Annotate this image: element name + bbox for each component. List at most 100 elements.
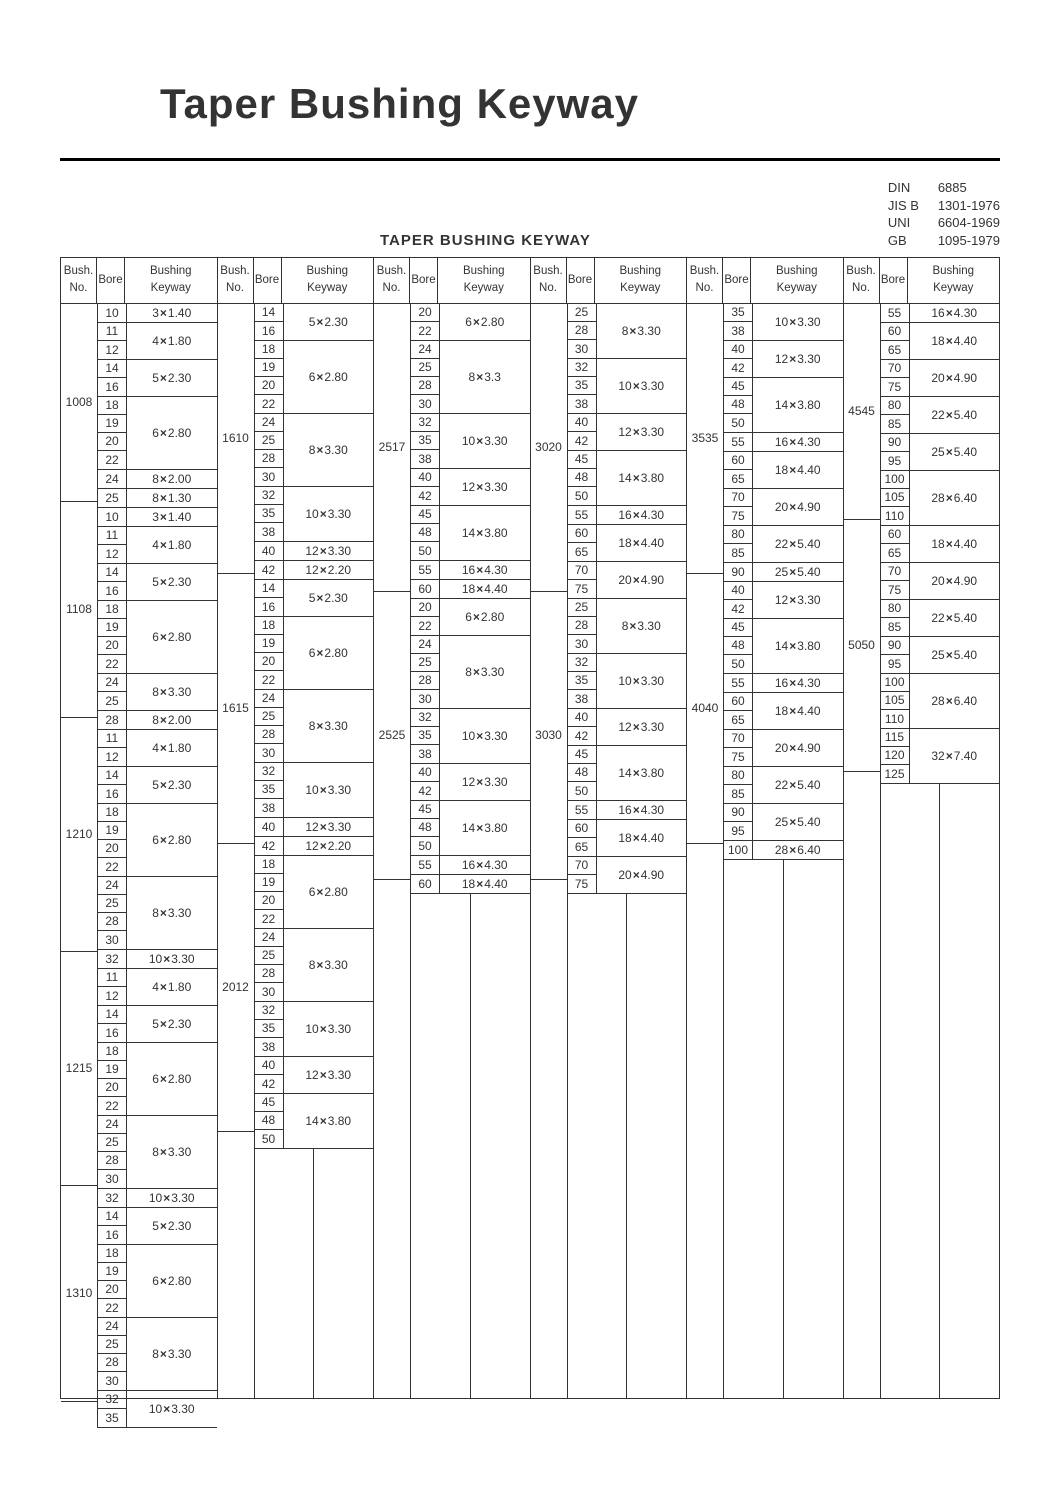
keyway-cell: 10×3.30 [440, 414, 530, 468]
bore-cell: 28 [255, 450, 283, 468]
filler [255, 1149, 374, 1399]
bore-cell: 45 [724, 619, 752, 637]
keyway-group: 10010511028×6.40 [881, 674, 1000, 729]
keyway-cell: 12×3.30 [753, 341, 843, 377]
bore-cell: 80 [881, 600, 909, 618]
bore-cell: 55 [568, 801, 596, 819]
keyway-cell: 8×3.30 [284, 690, 374, 762]
bore-keyway-column: 353810×3.30404212×3.3045485014×3.805516×… [724, 304, 843, 1399]
bore-cell: 65 [568, 838, 596, 856]
keyway-cell: 12×3.30 [753, 582, 843, 618]
column-header: Bush.No.BoreBushingKeyway [531, 258, 687, 304]
bore-cell: 16 [98, 1226, 126, 1244]
table-column: Bush.No.BoreBushingKeyway161016152012141… [218, 258, 375, 1398]
bore-cell: 42 [411, 782, 439, 800]
bush-no-cell: 2012 [218, 844, 254, 1132]
keyway-group: 242528308×3.30 [255, 690, 374, 763]
keyway-cell: 5×2.30 [127, 1208, 217, 1244]
keyway-group: 11124×1.80 [98, 527, 217, 564]
bore-cell: 35 [255, 781, 283, 799]
bore-cell: 50 [724, 414, 752, 432]
keyway-cell: 6×2.80 [284, 341, 374, 413]
filler [411, 894, 530, 1399]
bore-cell: 65 [881, 341, 909, 359]
keyway-cell: 12×3.30 [597, 414, 687, 450]
keyway-cell: 18×4.40 [440, 580, 530, 598]
column-header: Bush.No.BoreBushingKeyway [61, 258, 217, 304]
keyway-group: 5516×4.30 [568, 801, 687, 820]
keyway-group: 10010511028×6.40 [881, 471, 1000, 526]
bore-cell: 14 [98, 1006, 126, 1024]
bore-cell: 10 [98, 508, 126, 526]
keyway-group: 248×2.00 [98, 470, 217, 489]
bore-cell: 35 [255, 1020, 283, 1038]
filler [687, 844, 723, 1399]
bore-cell: 50 [568, 782, 596, 800]
bore-cell: 30 [98, 931, 126, 949]
bore-cell: 24 [411, 636, 439, 654]
bore-cell: 32 [98, 1391, 126, 1409]
keyway-cell: 5×2.30 [284, 304, 374, 340]
bore-cell: 18 [98, 601, 126, 619]
keyway-cell: 10×3.30 [284, 1002, 374, 1056]
bore-cell: 48 [411, 819, 439, 837]
bush-no-cell: 3020 [531, 304, 567, 592]
keyway-group: 45485014×3.80 [568, 746, 687, 801]
filler [374, 880, 410, 1399]
bore-cell: 70 [724, 489, 752, 507]
keyway-group: 707520×4.90 [568, 562, 687, 599]
bore-cell: 20 [255, 377, 283, 395]
bore-cell: 65 [724, 470, 752, 488]
keyway-cell: 22×5.40 [753, 526, 843, 562]
bore-cell: 60 [411, 580, 439, 598]
bush-no-cell: 1310 [61, 1186, 97, 1402]
bore-cell: 30 [411, 690, 439, 708]
bore-cell: 19 [98, 822, 126, 840]
bore-cell: 20 [255, 892, 283, 910]
keyway-cell: 16×4.30 [753, 674, 843, 692]
keyway-group: 14165×2.30 [98, 1006, 217, 1043]
bore-cell: 105 [881, 489, 909, 507]
keyway-cell: 6×2.80 [127, 804, 217, 876]
bore-cell: 70 [568, 562, 596, 580]
bore-cell: 38 [255, 523, 283, 541]
keyway-group: 32353810×3.30 [568, 359, 687, 414]
keyway-cell: 8×3.30 [127, 674, 217, 710]
bore-cell: 48 [724, 396, 752, 414]
bore-cell: 18 [255, 617, 283, 635]
bore-cell: 48 [724, 637, 752, 655]
bore-cell: 38 [568, 395, 596, 413]
column-header: Bush.No.BoreBushingKeyway [374, 258, 530, 304]
keyway-group: 103×1.40 [98, 304, 217, 323]
standard-row: JIS B1301-1976 [888, 197, 1000, 215]
bore-cell: 14 [98, 1208, 126, 1226]
keyway-group: 11124×1.80 [98, 730, 217, 767]
bore-cell: 12 [98, 987, 126, 1005]
keyway-cell: 6×2.80 [127, 1245, 217, 1317]
bore-cell: 16 [98, 378, 126, 396]
standards-block: DIN6885JIS B1301-1976UNI6604-1969GB1095-… [888, 179, 1000, 249]
keyway-group: 11124×1.80 [98, 969, 217, 1006]
bore-cell: 115 [881, 729, 909, 747]
table-subtitle: TAPER BUSHING KEYWAY [380, 232, 591, 249]
keyway-cell: 20×4.90 [597, 857, 687, 893]
bore-cell: 38 [255, 799, 283, 817]
keyway-cell: 8×3.3 [440, 341, 530, 413]
hdr-bore: Bore [567, 258, 595, 303]
bore-cell: 45 [411, 801, 439, 819]
standard-key: GB [888, 232, 938, 250]
bore-cell: 25 [255, 432, 283, 450]
keyway-cell: 12×3.30 [597, 709, 687, 745]
bush-no-cell: 1610 [218, 304, 254, 574]
bore-cell: 16 [255, 598, 283, 616]
keyway-group: 181920226×2.80 [98, 397, 217, 470]
bore-cell: 45 [568, 451, 596, 469]
bore-cell: 75 [724, 748, 752, 766]
keyway-group: 181920226×2.80 [255, 341, 374, 414]
bore-cell: 11 [98, 969, 126, 987]
bore-cell: 100 [724, 841, 752, 859]
bore-cell: 22 [255, 395, 283, 413]
hdr-bush: Bush.No. [687, 258, 723, 303]
bore-cell: 25 [98, 1134, 126, 1152]
bore-cell: 24 [411, 341, 439, 359]
